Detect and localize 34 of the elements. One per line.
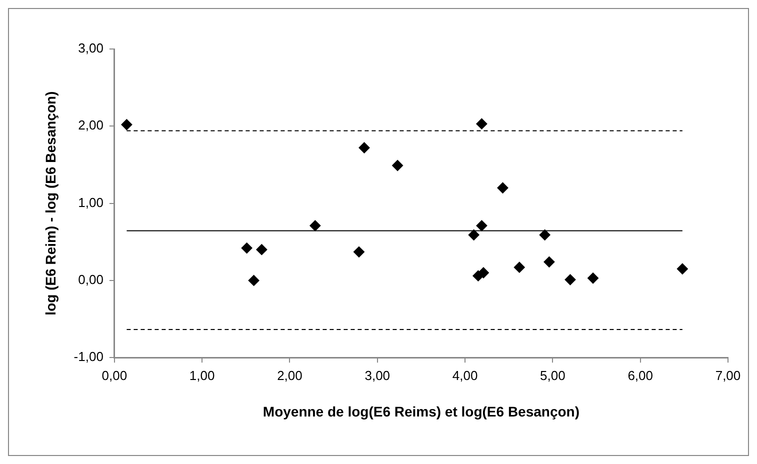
point (588, 272, 599, 284)
x-tick-label: 1,00 (189, 368, 215, 383)
y-tick-label: 2,00 (78, 118, 104, 133)
point (353, 246, 364, 258)
point (476, 220, 488, 232)
point (676, 263, 688, 274)
point (514, 262, 525, 273)
x-tick-label: 0,00 (102, 368, 128, 383)
point (310, 220, 321, 232)
point (478, 267, 489, 278)
point (539, 229, 550, 240)
point (256, 244, 268, 256)
x-tick-label: 5,00 (540, 368, 566, 383)
point (358, 142, 370, 154)
point (564, 274, 576, 286)
y-axis-title: log (E6 Reim) - log (E6 Besançon) (42, 91, 58, 316)
point (497, 182, 508, 194)
x-tick-label: 6,00 (628, 368, 654, 383)
y-tick-label: -1,00 (74, 349, 104, 364)
x-tick-label: 7,00 (715, 368, 741, 383)
point (392, 160, 404, 171)
y-tick-label: 0,00 (78, 272, 104, 288)
y-tick-label: 1,00 (78, 194, 104, 210)
x-tick-label: 4,00 (452, 368, 478, 383)
x-axis-title: Moyenne de log(E6 Reims) et log(E6 Besançon) (262, 403, 580, 420)
point (121, 119, 132, 130)
x-tick-label: 3,00 (364, 368, 390, 383)
point (241, 242, 252, 254)
point (468, 229, 480, 240)
point (476, 118, 488, 130)
x-tick-label: 2,00 (277, 368, 302, 383)
y-tick-label: 3,00 (78, 40, 104, 56)
point (248, 274, 260, 286)
point (544, 256, 555, 268)
